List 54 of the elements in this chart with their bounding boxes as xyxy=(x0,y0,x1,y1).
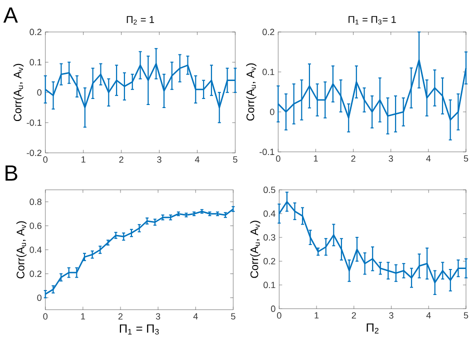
y-tick-label: -0.1 xyxy=(26,120,42,126)
y-tick-label: 0.1 xyxy=(264,282,276,288)
x-tick-label: 2 xyxy=(118,313,123,320)
y-tick-label: 0.2 xyxy=(30,28,42,36)
x-tick-label: 5 xyxy=(231,313,236,320)
y-axis-title: Corr(A$_{u}$, A$_{v}$) xyxy=(250,220,260,278)
x-tick-label: 2 xyxy=(119,156,124,163)
x-tick-label: 4 xyxy=(426,156,431,162)
y-tick-label: 0.4 xyxy=(264,210,276,217)
y-tick-label: -0.1 xyxy=(260,148,274,156)
y-tick-label: 0.1 xyxy=(30,59,42,66)
y-tick-label: 0 xyxy=(37,294,42,302)
x-tick-label: 1 xyxy=(82,156,86,163)
text: A xyxy=(3,8,18,23)
y-tick-label: 0 xyxy=(270,108,274,116)
y-axis-title: Corr(A$_{u}$, A$_{v}$) xyxy=(246,64,256,121)
y-axis-title: Corr(A$_{u}$, A$_{v}$) xyxy=(13,64,24,122)
x-tick-label: 0 xyxy=(276,156,280,162)
y-tick-label: 0.4 xyxy=(30,246,42,254)
x-tick-label: 3 xyxy=(157,156,162,163)
x-tick-label: 2 xyxy=(351,156,356,162)
x-tick-label: 4 xyxy=(193,313,198,320)
x-tick-label: 3 xyxy=(156,313,160,320)
y-axis-title: Corr(A$_{u}$, A$_{v}$) xyxy=(16,221,27,279)
y-tick-label: -0.2 xyxy=(26,150,42,156)
x-tick-label: 4 xyxy=(194,156,200,163)
x-axis-title: Π$_{2}$ xyxy=(366,324,378,334)
y-tick-label: 0.8 xyxy=(30,198,42,206)
x-tick-label: 1 xyxy=(314,156,318,162)
y-tick-label: 0.2 xyxy=(30,270,42,278)
chart-title: Π$_{2}$ = 1 xyxy=(126,16,154,25)
x-tick-label: 1 xyxy=(314,312,319,319)
y-tick-label: 0.2 xyxy=(262,28,274,36)
x-tick-label: 5 xyxy=(464,312,468,319)
y-tick-label: 0.1 xyxy=(262,68,274,76)
x-axis-title: Π$_{1}$ = Π$_{3}$ xyxy=(120,324,159,335)
y-tick-label: 0.3 xyxy=(264,234,276,241)
x-tick-label: 5 xyxy=(464,156,468,162)
x-tick-label: 3 xyxy=(389,312,394,319)
y-tick-label: 0 xyxy=(37,89,42,96)
x-tick-label: 0 xyxy=(277,312,282,319)
y-tick-label: 0.6 xyxy=(30,222,42,230)
x-tick-label: 2 xyxy=(352,312,356,319)
x-tick-label: 1 xyxy=(81,313,85,320)
x-tick-label: 0 xyxy=(43,156,48,163)
y-tick-label: 0 xyxy=(271,306,276,312)
y-tick-label: 0.2 xyxy=(264,258,276,264)
chart-title: Π$_{1}$ = Π$_{3}$= 1 xyxy=(348,16,396,25)
x-tick-label: 3 xyxy=(388,156,393,162)
text: B xyxy=(6,166,18,181)
x-tick-label: 0 xyxy=(43,313,48,320)
y-tick-label: 0.5 xyxy=(264,186,276,194)
x-tick-label: 5 xyxy=(233,156,238,163)
x-tick-label: 4 xyxy=(426,312,431,319)
